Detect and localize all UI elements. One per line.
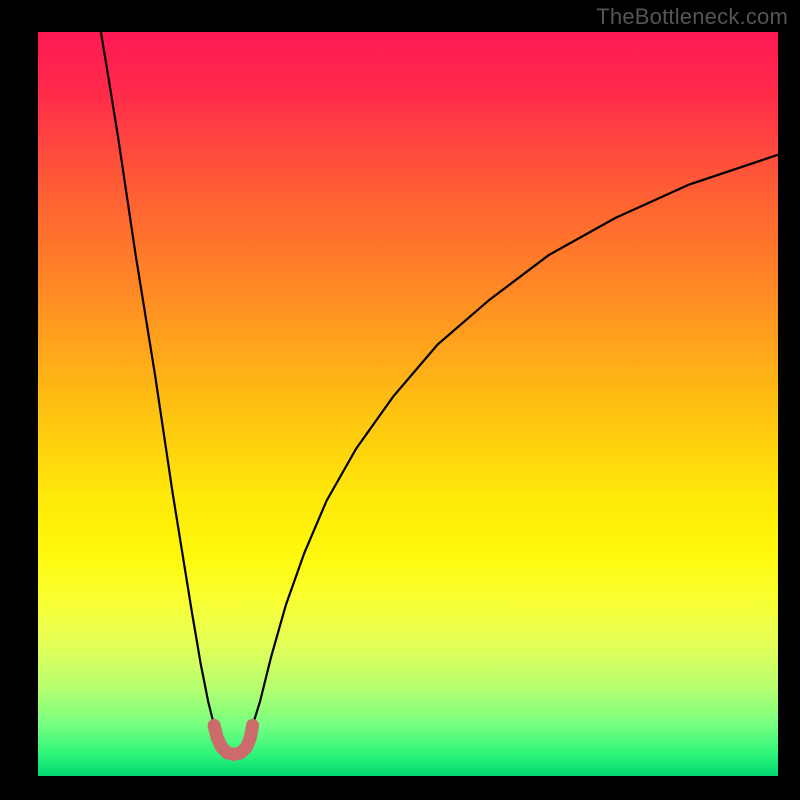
plot-area [38,32,778,776]
curve-bottom-connector [214,725,252,754]
curve-layer [38,32,778,776]
curve-left-branch [101,32,214,725]
curve-right-branch [253,155,778,726]
watermark-text: TheBottleneck.com [596,4,788,30]
plot-frame [38,32,778,776]
